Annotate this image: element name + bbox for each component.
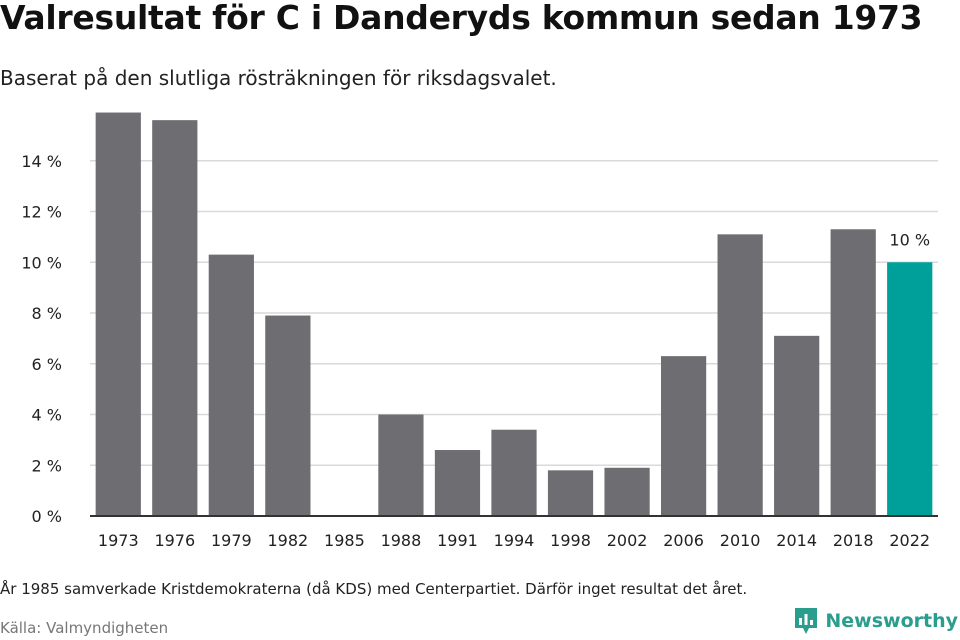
labels: 0 % 2 % 4 % 6 % 8 % 10 % 12 % 14 % 1973 1976 1979 1…: [21, 152, 930, 550]
brand-name: Newsworthy: [825, 610, 958, 632]
y-tick-label: 14 %: [21, 152, 62, 171]
y-tick-label: 6 %: [32, 355, 62, 374]
y-tick-label: 8 %: [32, 304, 62, 323]
bar-2002: [604, 467, 650, 516]
data-label: 10 %: [889, 230, 930, 249]
x-tick-label: 2002: [607, 531, 648, 550]
bar-1982: [265, 315, 311, 516]
y-tick-label: 2 %: [32, 456, 62, 475]
brand-logo: Newsworthy: [793, 606, 958, 636]
bar-1979: [208, 254, 254, 516]
x-tick-label: 1985: [324, 531, 365, 550]
bar-2010: [717, 234, 763, 516]
y-tick-label: 12 %: [21, 203, 62, 222]
y-tick-label: 10 %: [21, 253, 62, 272]
bars: [95, 112, 933, 517]
bar-1973: [95, 112, 141, 516]
x-tick-label: 1991: [437, 531, 478, 550]
bar-1994: [491, 429, 537, 516]
chart-title: Valresultat för C i Danderyds kommun sed…: [0, 0, 923, 37]
y-tick-label: 4 %: [32, 406, 62, 425]
x-tick-label: 1994: [494, 531, 535, 550]
x-tick-label: 2006: [663, 531, 704, 550]
bar-2018: [830, 229, 876, 516]
bar-1991: [434, 450, 481, 516]
x-tick-label: 1998: [550, 531, 591, 550]
bar-2006: [660, 356, 707, 516]
x-tick-label: 1976: [154, 531, 195, 550]
x-tick-label: 2018: [833, 531, 874, 550]
x-tick-label: 1973: [98, 531, 139, 550]
footnote: År 1985 samverkade Kristdemokraterna (då…: [0, 580, 748, 598]
bar-1998: [547, 470, 594, 516]
x-tick-label: 2022: [889, 531, 930, 550]
x-tick-label: 1982: [268, 531, 309, 550]
newsworthy-logo-icon: [795, 608, 818, 634]
bar-2022: [887, 262, 933, 516]
bar-1976: [152, 120, 198, 517]
x-tick-label: 1988: [381, 531, 422, 550]
source-text: Källa: Valmyndigheten: [0, 619, 169, 637]
y-tick-label: 0 %: [32, 507, 62, 526]
x-tick-label: 2014: [776, 531, 817, 550]
bar-1988: [378, 414, 424, 516]
chart-subtitle: Baserat på den slutliga rösträkningen fö…: [0, 66, 557, 90]
bar-2014: [774, 335, 820, 516]
x-tick-label: 2010: [720, 531, 761, 550]
x-tick-label: 1979: [211, 531, 252, 550]
bar-chart: 0 % 2 % 4 % 6 % 8 % 10 % 12 % 14 % 1973 1976 1979 1…: [21, 112, 938, 550]
